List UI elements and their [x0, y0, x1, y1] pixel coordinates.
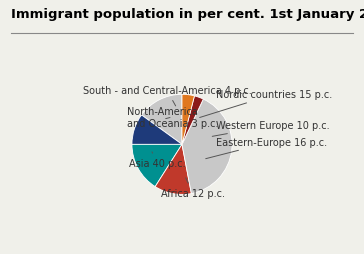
- Wedge shape: [132, 145, 182, 187]
- Text: Eastern-Europe 16 p.c.: Eastern-Europe 16 p.c.: [206, 137, 327, 159]
- Text: Immigrant population in per cent. 1st January 2004: Immigrant population in per cent. 1st Ja…: [11, 8, 364, 21]
- Wedge shape: [132, 116, 182, 145]
- Wedge shape: [182, 100, 232, 194]
- Wedge shape: [182, 97, 203, 145]
- Wedge shape: [142, 95, 182, 145]
- Wedge shape: [182, 95, 194, 145]
- Text: North-America
and Oceania 3 p.c.: North-America and Oceania 3 p.c.: [127, 107, 218, 128]
- Text: Africa 12 p.c.: Africa 12 p.c.: [161, 178, 225, 199]
- Wedge shape: [155, 145, 191, 195]
- Text: South - and Central-America 4 p.c.: South - and Central-America 4 p.c.: [83, 86, 252, 106]
- Text: Nordic countries 15 p.c.: Nordic countries 15 p.c.: [200, 90, 332, 118]
- Text: Western Europe 10 p.c.: Western Europe 10 p.c.: [212, 121, 330, 137]
- Text: Asia 40 p.c.: Asia 40 p.c.: [130, 152, 186, 169]
